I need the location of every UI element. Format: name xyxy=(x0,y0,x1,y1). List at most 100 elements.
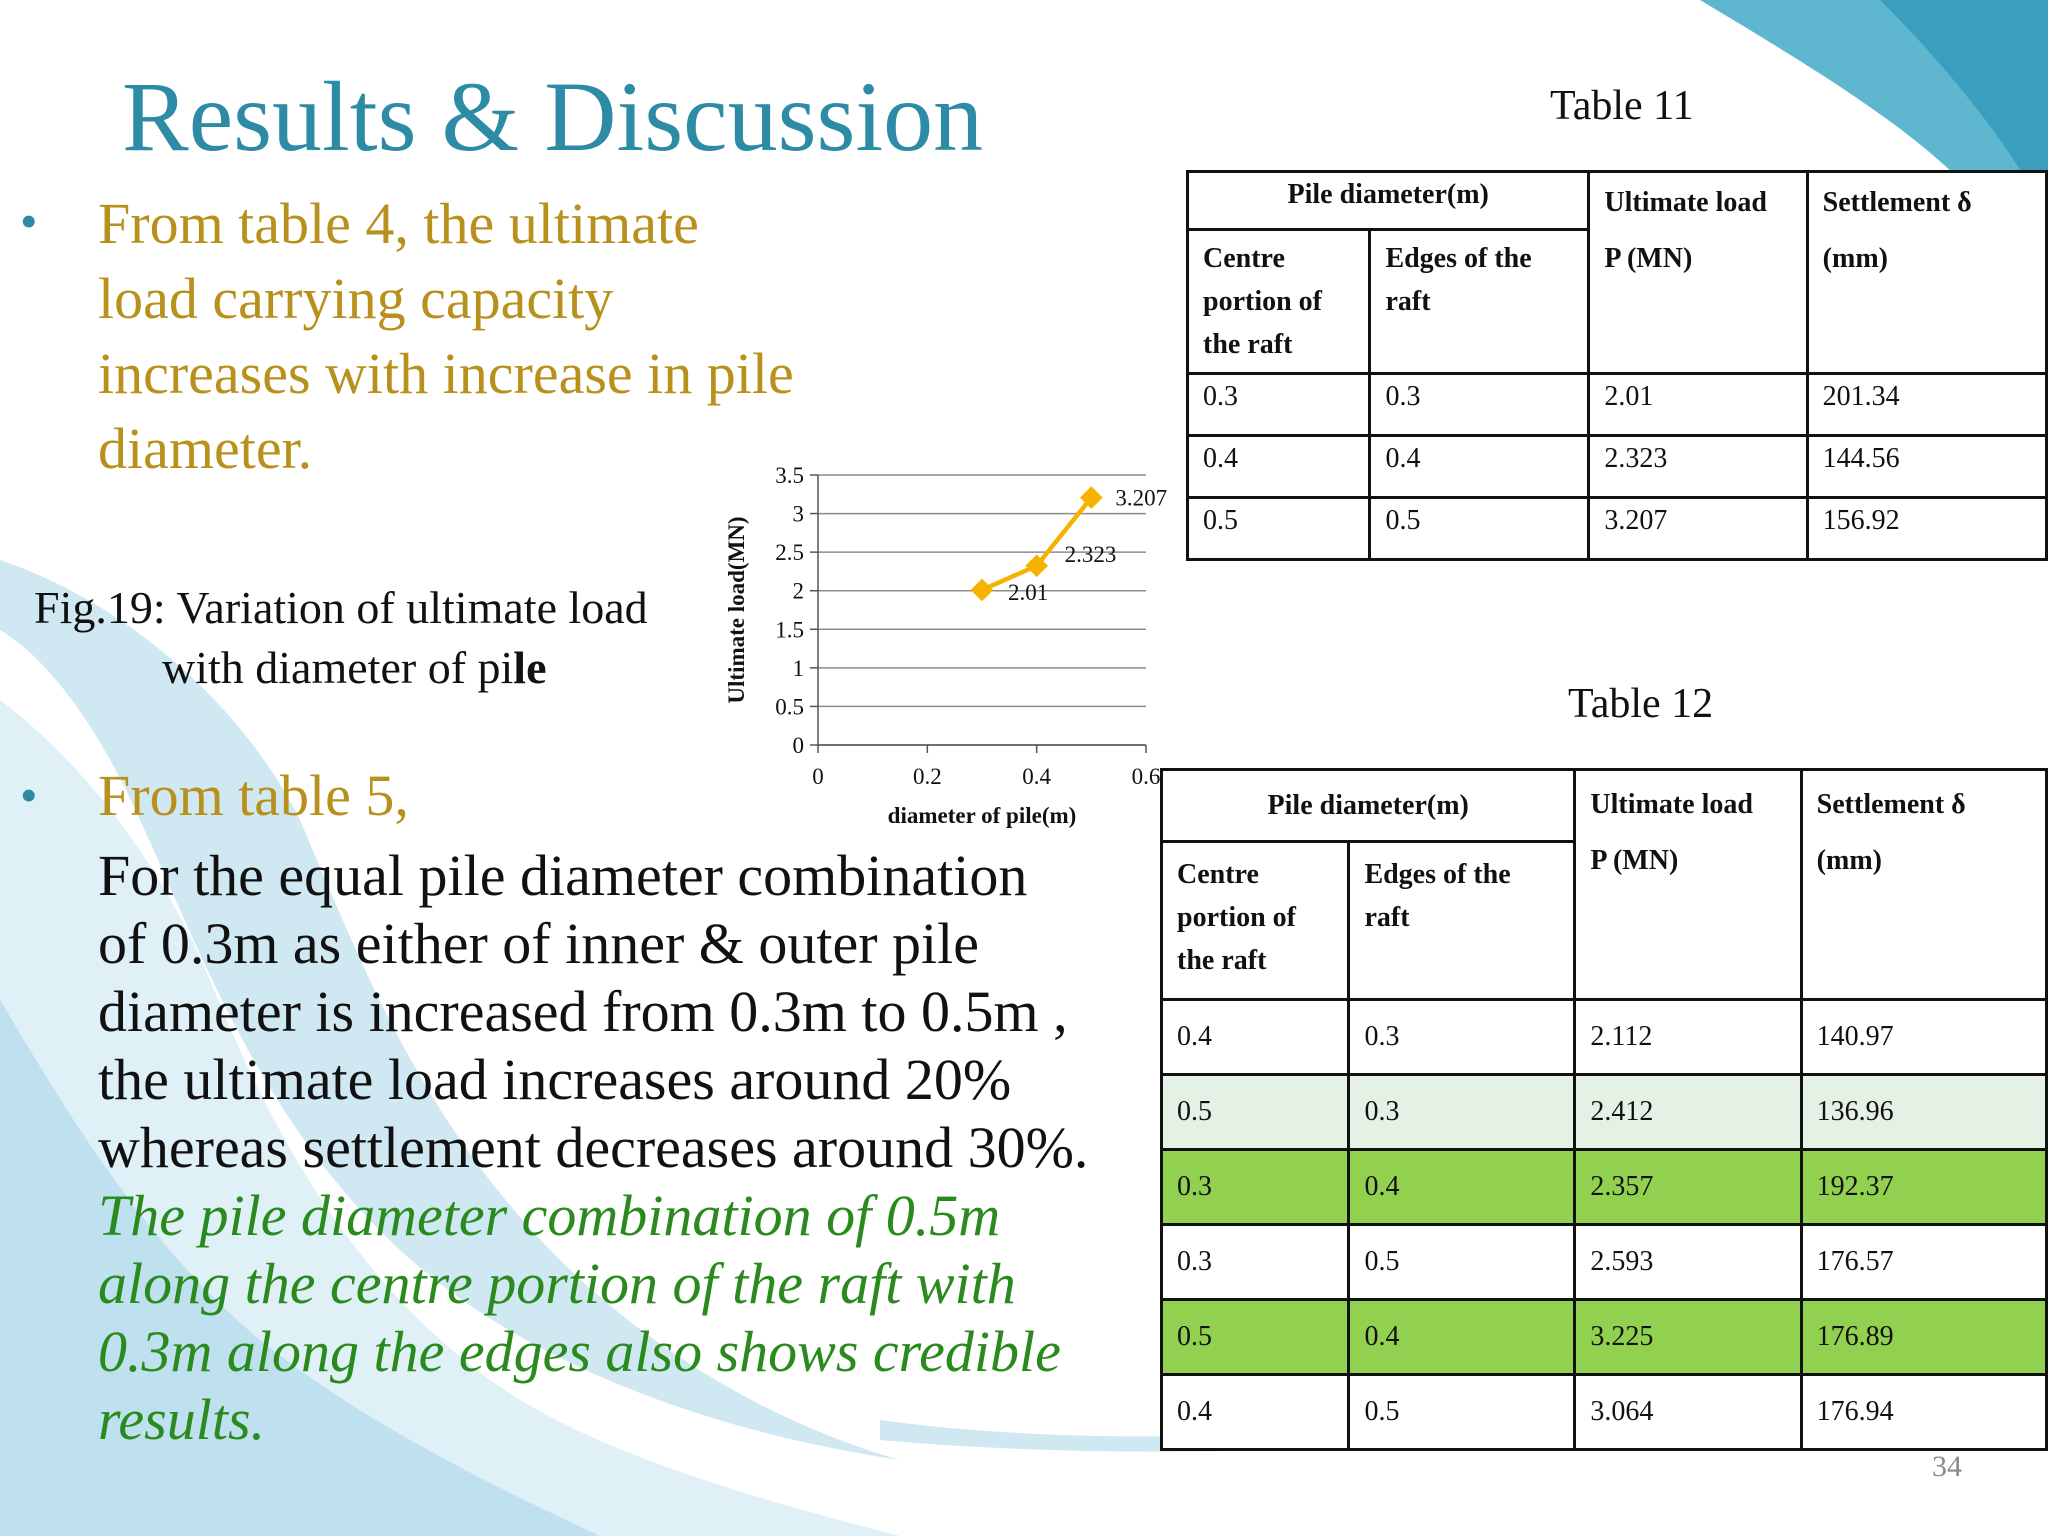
table-cell: 2.01 xyxy=(1587,372,1809,437)
table-row: 0.3 0.5 2.593 176.57 xyxy=(1159,1223,2048,1301)
header-line: the raft xyxy=(1177,945,1267,976)
table11: Pile diameter(m) Ultimate load P (MN) Se… xyxy=(1185,170,2048,561)
caption-bold: le xyxy=(513,642,547,693)
table-cell: 176.89 xyxy=(1799,1298,2048,1376)
table11-header-ultimate: Ultimate load P (MN) xyxy=(1587,170,1809,375)
header-line: portion of xyxy=(1203,286,1322,317)
y-tick-label: 3 xyxy=(793,502,805,527)
table12-header-centre: Centre portion of the raft xyxy=(1159,840,1351,1001)
first-bullet-line: increases with increase in pile xyxy=(98,341,794,406)
second-bullet-line: of 0.3m as either of inner & outer pile xyxy=(98,911,980,976)
header-line: (mm) xyxy=(1816,845,1882,876)
x-tick-label: 0.6 xyxy=(1132,764,1161,789)
header-line: P (MN) xyxy=(1590,845,1679,876)
header-line: Settlement δ xyxy=(1816,789,1966,820)
italic-conclusion: The pile diameter combination of 0.5m al… xyxy=(98,1182,1061,1454)
table-row: 0.5 0.5 3.207 156.92 xyxy=(1185,496,2048,561)
table-row: 0.4 0.5 3.064 176.94 xyxy=(1159,1373,2048,1451)
x-tick-label: 0.4 xyxy=(1022,764,1051,789)
second-bullet-line: the ultimate load increases around 20% xyxy=(98,1047,1012,1112)
data-label: 2.01 xyxy=(1008,580,1048,605)
table-cell: 0.4 xyxy=(1159,1373,1351,1451)
x-tick-label: 0 xyxy=(812,764,824,789)
table-cell: 3.064 xyxy=(1573,1373,1803,1451)
table-cell: 192.37 xyxy=(1799,1148,2048,1226)
second-bullet-body: For the equal pile diameter combination … xyxy=(98,842,1088,1182)
second-bullet-line: diameter is increased from 0.3m to 0.5m … xyxy=(98,979,1068,1044)
italic-line: results. xyxy=(98,1387,266,1452)
table-row: 0.3 0.3 2.01 201.34 xyxy=(1185,372,2048,437)
header-line: the raft xyxy=(1203,329,1293,360)
table-cell: 140.97 xyxy=(1799,998,2048,1076)
table-cell: 2.323 xyxy=(1587,434,1809,499)
header-line: Edges of the xyxy=(1364,859,1511,890)
table-cell: 0.5 xyxy=(1159,1298,1351,1376)
table-cell: 0.4 xyxy=(1347,1298,1577,1376)
header-line: Edges of the xyxy=(1385,243,1532,274)
italic-line: along the centre portion of the raft wit… xyxy=(98,1251,1016,1316)
table-cell: 2.357 xyxy=(1573,1148,1803,1226)
table12-caption: Table 12 xyxy=(1568,681,1714,727)
table-row: 0.4 0.4 2.323 144.56 xyxy=(1185,434,2048,499)
y-tick-label: 2 xyxy=(793,579,805,604)
table-cell: 0.4 xyxy=(1347,1148,1577,1226)
table-cell: 0.3 xyxy=(1368,372,1591,437)
table12: Pile diameter(m) Ultimate load P (MN) Se… xyxy=(1159,768,2048,1451)
table-cell: 2.412 xyxy=(1573,1073,1803,1151)
figure-caption: Fig.19: Variation of ultimate load with … xyxy=(34,578,648,698)
table-cell: 0.3 xyxy=(1347,998,1577,1076)
table11-header-pile-diameter: Pile diameter(m) xyxy=(1185,170,1591,231)
table-cell: 201.34 xyxy=(1805,372,2048,437)
first-bullet-line: From table 4, the ultimate xyxy=(98,191,699,256)
table-cell: 0.5 xyxy=(1159,1073,1351,1151)
bullet-icon: • xyxy=(20,193,38,249)
table12-header-edges: Edges of the raft xyxy=(1347,840,1577,1001)
table-cell: 156.92 xyxy=(1805,496,2048,561)
table-cell: 0.5 xyxy=(1185,496,1372,561)
table-cell: 0.3 xyxy=(1347,1073,1577,1151)
table11-header-centre: Centre portion of the raft xyxy=(1185,228,1372,375)
second-bullet-line: For the equal pile diameter combination xyxy=(98,843,1028,908)
table11-caption: Table 11 xyxy=(1550,83,1694,129)
ultimate-load-chart: 0 0.5 1 1.5 2 2.5 3 3.5 0 0.2 0.4 0.6 diameter of pi… xyxy=(724,463,1167,828)
table-cell: 0.4 xyxy=(1368,434,1591,499)
y-tick-label: 0.5 xyxy=(775,694,804,719)
header-line: P (MN) xyxy=(1604,243,1693,274)
table-row: 0.4 0.3 2.112 140.97 xyxy=(1159,998,2048,1076)
italic-line: 0.3m along the edges also shows credible xyxy=(98,1319,1061,1384)
data-label: 2.323 xyxy=(1065,542,1117,567)
header-line: Settlement δ xyxy=(1822,187,1972,218)
table-cell: 3.225 xyxy=(1573,1298,1803,1376)
table-cell: 176.94 xyxy=(1799,1373,2048,1451)
table-cell: 176.57 xyxy=(1799,1223,2048,1301)
x-axis-label: diameter of pile(m) xyxy=(888,803,1077,828)
table-cell: 0.5 xyxy=(1347,1223,1577,1301)
first-bullet-line: diameter. xyxy=(98,416,313,481)
table-row-highlighted: 0.3 0.4 2.357 192.37 xyxy=(1159,1148,2048,1226)
y-tick-label: 1 xyxy=(793,656,805,681)
table-cell: 144.56 xyxy=(1805,434,2048,499)
first-bullet: From table 4, the ultimate load carrying… xyxy=(98,186,878,486)
y-axis-label: Ultimate load(MN) xyxy=(724,516,749,703)
figure-caption-line1: Fig.19: Variation of ultimate load xyxy=(34,582,648,633)
first-bullet-line: load carrying capacity xyxy=(98,266,614,331)
table-cell: 0.3 xyxy=(1159,1148,1351,1226)
y-tick-label: 1.5 xyxy=(775,617,804,642)
table-cell: 0.4 xyxy=(1159,998,1351,1076)
italic-line: The pile diameter combination of 0.5m xyxy=(98,1183,1001,1248)
header-line: portion of xyxy=(1177,902,1296,933)
table-row: 0.5 0.3 2.412 136.96 xyxy=(1159,1073,2048,1151)
y-tick-label: 3.5 xyxy=(775,463,804,488)
table-row-highlighted: 0.5 0.4 3.225 176.89 xyxy=(1159,1298,2048,1376)
second-bullet-line: whereas settlement decreases around 30%. xyxy=(98,1115,1089,1180)
figure-caption-line2: with diameter of pile xyxy=(34,638,648,698)
table-cell: 136.96 xyxy=(1799,1073,2048,1151)
header-line: Ultimate load xyxy=(1590,789,1753,820)
header-line: Centre xyxy=(1177,859,1259,890)
slide-title: Results & Discussion xyxy=(122,61,984,172)
second-bullet-heading: From table 5, xyxy=(98,763,409,828)
y-tick-label: 0 xyxy=(793,733,805,758)
header-line: Centre xyxy=(1203,243,1285,274)
table-cell: 3.207 xyxy=(1587,496,1809,561)
table-cell: 0.3 xyxy=(1185,372,1372,437)
